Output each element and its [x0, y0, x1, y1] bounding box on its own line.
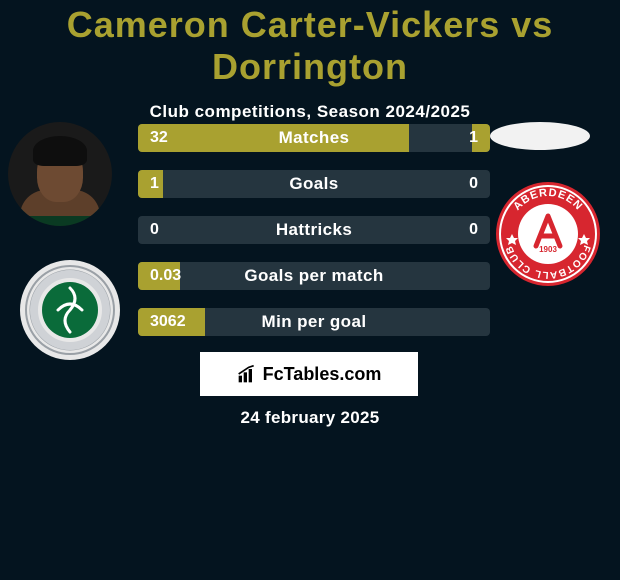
stat-bar-left: [138, 124, 409, 152]
stat-value-left: 0: [150, 221, 159, 239]
stat-value-left: 3062: [150, 313, 186, 331]
stat-value-right: 0: [469, 221, 478, 239]
stat-row: 32 Matches 1: [138, 124, 490, 152]
subtitle: Club competitions, Season 2024/2025: [0, 102, 620, 122]
stat-row: 0 Hattricks 0: [138, 216, 490, 244]
stat-label: Matches: [279, 128, 350, 148]
club-left-badge-icon: [18, 258, 122, 362]
stat-row: 1 Goals 0: [138, 170, 490, 198]
branding-box: FcTables.com: [200, 352, 418, 396]
stat-value-right: 0: [469, 175, 478, 193]
date-label: 24 february 2025: [0, 408, 620, 428]
bar-chart-icon: [237, 364, 257, 384]
stat-row: 0.03 Goals per match: [138, 262, 490, 290]
stat-row: 3062 Min per goal: [138, 308, 490, 336]
player-left-avatar: [8, 122, 112, 226]
stats-list: 32 Matches 1 1 Goals 0 0 Hattricks 0 0.0…: [138, 124, 490, 336]
player-right-avatar-placeholder: [490, 122, 590, 150]
stat-label: Hattricks: [276, 220, 352, 240]
page-title: Cameron Carter-Vickers vs Dorrington: [0, 0, 620, 88]
stat-label: Min per goal: [262, 312, 367, 332]
svg-text:1903: 1903: [539, 245, 557, 254]
stat-value-left: 32: [150, 129, 168, 147]
club-right-badge-icon: ABERDEEN FOOTBALL CLUB 1903: [494, 180, 602, 288]
stat-value-left: 1: [150, 175, 159, 193]
stat-label: Goals per match: [244, 266, 383, 286]
stat-value-right: 1: [469, 129, 478, 147]
stat-value-left: 0.03: [150, 267, 181, 285]
stat-label: Goals: [289, 174, 338, 194]
branding-label: FcTables.com: [263, 364, 382, 385]
